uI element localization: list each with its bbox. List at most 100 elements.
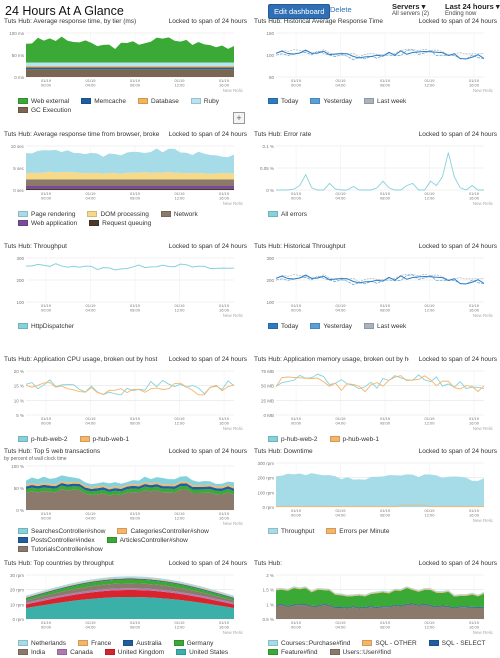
- x-tick-label: 01/19: [41, 511, 52, 516]
- legend-item[interactable]: SQL - OTHER: [362, 640, 417, 647]
- legend-item[interactable]: Database: [137, 98, 179, 105]
- legend-label: Ruby: [203, 98, 219, 105]
- legend-label: GC Execution: [31, 107, 72, 114]
- legend-item[interactable]: Users::User#find: [329, 649, 391, 656]
- legend-item[interactable]: Memcache: [81, 98, 126, 105]
- legend-label: Web application: [31, 220, 78, 227]
- line-series: [25, 382, 235, 396]
- x-tick-label: 01/19: [380, 78, 391, 83]
- x-tick-label: 01/19: [174, 416, 185, 421]
- legend-item[interactable]: HttpDispatcher: [18, 323, 74, 330]
- legend-item[interactable]: Netherlands: [18, 640, 66, 647]
- x-tick-label: 00:00: [291, 83, 302, 88]
- legend-item[interactable]: Last week: [364, 98, 406, 105]
- legend-item[interactable]: Germany: [173, 640, 213, 647]
- x-tick-label: 12:00: [424, 625, 435, 630]
- x-tick-label: 01/19: [335, 620, 346, 625]
- legend-item[interactable]: Ruby: [190, 98, 219, 105]
- panel-title: Tuts Hub: Top 5 web transactions: [4, 448, 101, 455]
- legend-item[interactable]: Web application: [18, 220, 77, 227]
- x-tick-label: 08:00: [130, 308, 141, 313]
- legend-label: United States: [189, 649, 229, 656]
- servers-selector[interactable]: Servers ▾ All servers (2): [392, 2, 429, 17]
- legend-item[interactable]: p-hub-web-1: [329, 436, 379, 443]
- panel-chart: 30020010001/1900:0001/1904:0001/1908:000…: [16, 256, 235, 313]
- legend-item[interactable]: Yesterday: [310, 323, 352, 330]
- legend-item[interactable]: CategoriesController#show: [117, 528, 209, 535]
- dashboard-panel[interactable]: Tuts Hub: Error rate Locked to span of 24…: [254, 131, 499, 236]
- x-tick-label: 04:00: [335, 513, 346, 518]
- legend-item[interactable]: Web external: [18, 98, 69, 105]
- legend-item[interactable]: p-hub-web-2: [18, 436, 68, 443]
- legend-item[interactable]: All errors: [268, 211, 307, 218]
- legend-swatch: [18, 528, 28, 535]
- y-tick-label: 300: [16, 256, 24, 261]
- legend-item[interactable]: PostsController#index: [18, 537, 95, 544]
- legend-item[interactable]: SearchesController#show: [18, 528, 105, 535]
- y-tick-label: 50 %: [14, 486, 24, 491]
- x-tick-label: 01/19: [335, 191, 346, 196]
- dashboard-panel[interactable]: Tuts Hub: Average response time, by tier…: [4, 18, 249, 124]
- legend-item[interactable]: Network: [160, 211, 198, 218]
- x-tick-label: 01/19: [335, 508, 346, 513]
- legend-item[interactable]: Canada: [57, 649, 93, 656]
- legend-item[interactable]: France: [78, 640, 111, 647]
- legend-item[interactable]: Request queuing: [89, 220, 151, 227]
- legend-item[interactable]: Courses::Purchase#find: [268, 640, 350, 647]
- dashboard-panel[interactable]: Tuts Hub: Throughput Locked to span of 24…: [4, 243, 249, 348]
- legend-item[interactable]: Australia: [123, 640, 162, 647]
- legend-swatch: [18, 436, 28, 443]
- x-tick-label: 04:00: [85, 308, 96, 313]
- x-tick-label: 01/19: [380, 416, 391, 421]
- legend-item[interactable]: Throughput: [268, 528, 314, 535]
- legend-item[interactable]: United Kingdom: [104, 649, 164, 656]
- dashboard-panel[interactable]: Tuts Hub: Top 5 web transactions Locked t…: [4, 448, 249, 553]
- legend-label: p-hub-web-1: [92, 436, 130, 443]
- dashboard-panel[interactable]: Tuts Hub: Top countries by throughput Loc…: [4, 560, 249, 656]
- legend-item[interactable]: Today: [268, 98, 298, 105]
- add-series-button[interactable]: +: [233, 112, 245, 124]
- delete-link[interactable]: Delete: [330, 5, 352, 14]
- x-tick-label: 00:00: [291, 196, 302, 201]
- dashboard-panel[interactable]: Tuts Hub: Application memory usage, brok…: [254, 356, 499, 461]
- legend-item[interactable]: Errors per Minute: [326, 528, 389, 535]
- legend-label: Throughput: [281, 528, 315, 535]
- area-series: [26, 485, 234, 496]
- legend-item[interactable]: Page rendering: [18, 211, 75, 218]
- dashboard-panel[interactable]: Tuts Hub: Historical Average Response Ti…: [254, 18, 499, 123]
- x-tick-label: 16:00: [219, 516, 230, 521]
- dashboard-panel[interactable]: Tuts Hub: Application CPU usage, broken …: [4, 356, 249, 461]
- x-tick-label: 00:00: [291, 421, 302, 426]
- legend-item[interactable]: Yesterday: [310, 98, 352, 105]
- legend-item[interactable]: Feature#find: [268, 649, 318, 656]
- legend-item[interactable]: TutorialsController#show: [18, 546, 103, 553]
- legend-item[interactable]: Today: [268, 323, 298, 330]
- legend-item[interactable]: ArticlesController#show: [106, 537, 188, 544]
- area-series: [26, 583, 234, 603]
- edit-dashboard-button[interactable]: Edit dashboard: [268, 4, 331, 19]
- legend-item[interactable]: p-hub-web-1: [79, 436, 130, 443]
- x-tick-label: 12:00: [424, 308, 435, 313]
- legend-item[interactable]: United States: [176, 649, 228, 656]
- x-tick-label: 00:00: [41, 308, 52, 313]
- dashboard-panel[interactable]: Tuts Hub: Historical Throughput Locked to…: [254, 243, 499, 348]
- watermark: New Relic: [472, 426, 493, 431]
- y-tick-label: 75 MB: [261, 369, 274, 374]
- y-tick-label: 30 rpm: [10, 573, 24, 578]
- legend-item[interactable]: GC Execution: [18, 107, 71, 114]
- legend-item[interactable]: DOM processing: [87, 211, 149, 218]
- x-tick-label: 16:00: [469, 513, 480, 518]
- legend-item[interactable]: p-hub-web-2: [268, 436, 318, 443]
- y-tick-label: 200: [16, 278, 24, 283]
- legend-item[interactable]: Last week: [364, 323, 406, 330]
- dashboard-panel[interactable]: Tuts Hub: Downtime Locked to span of 24 h…: [254, 448, 499, 553]
- watermark: New Relic: [222, 426, 243, 431]
- x-tick-label: 04:00: [335, 625, 346, 630]
- dashboard-panel[interactable]: Tuts Hub: Locked to span of 24 hours 2 % 1.…: [254, 560, 499, 656]
- time-range-selector[interactable]: Last 24 hours ▾ Ending now: [445, 2, 500, 17]
- legend-item[interactable]: SQL - SELECT: [428, 640, 486, 647]
- dashboard-panel[interactable]: Tuts Hub: Average response time from bro…: [4, 131, 249, 236]
- x-tick-label: 01/19: [424, 620, 435, 625]
- legend-label: Netherlands: [31, 640, 67, 647]
- legend-item[interactable]: India: [18, 649, 45, 656]
